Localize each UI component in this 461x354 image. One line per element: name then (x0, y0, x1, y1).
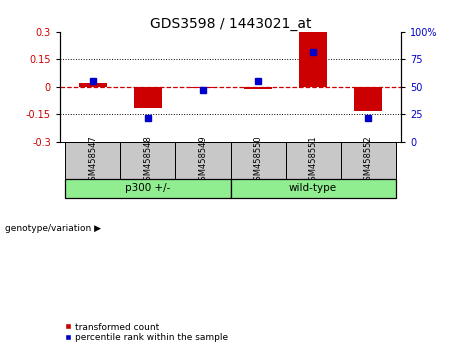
Bar (230, 142, 285, 179)
Bar (134, 87, 162, 108)
Text: GSM458549: GSM458549 (199, 135, 207, 185)
Text: wild-type: wild-type (289, 183, 337, 193)
Text: GSM458548: GSM458548 (143, 135, 153, 186)
Bar (79, 83, 106, 87)
Text: GSM458547: GSM458547 (89, 135, 97, 186)
Text: p300 +/-: p300 +/- (125, 183, 171, 193)
Bar (285, 142, 341, 179)
Bar (244, 87, 272, 89)
Text: GSM458550: GSM458550 (254, 135, 262, 185)
Bar (355, 87, 382, 111)
Bar (65, 142, 120, 179)
Bar (189, 87, 217, 88)
Text: genotype/variation ▶: genotype/variation ▶ (5, 224, 100, 233)
Bar (120, 142, 176, 179)
Bar (341, 142, 396, 179)
Title: GDS3598 / 1443021_at: GDS3598 / 1443021_at (150, 17, 311, 31)
Bar (230, 179, 396, 198)
Text: GSM458552: GSM458552 (364, 135, 372, 185)
Bar (299, 32, 327, 87)
Bar (65, 179, 230, 198)
Text: GSM458551: GSM458551 (308, 135, 318, 185)
Bar (176, 142, 230, 179)
Legend: transformed count, percentile rank within the sample: transformed count, percentile rank withi… (65, 322, 228, 342)
